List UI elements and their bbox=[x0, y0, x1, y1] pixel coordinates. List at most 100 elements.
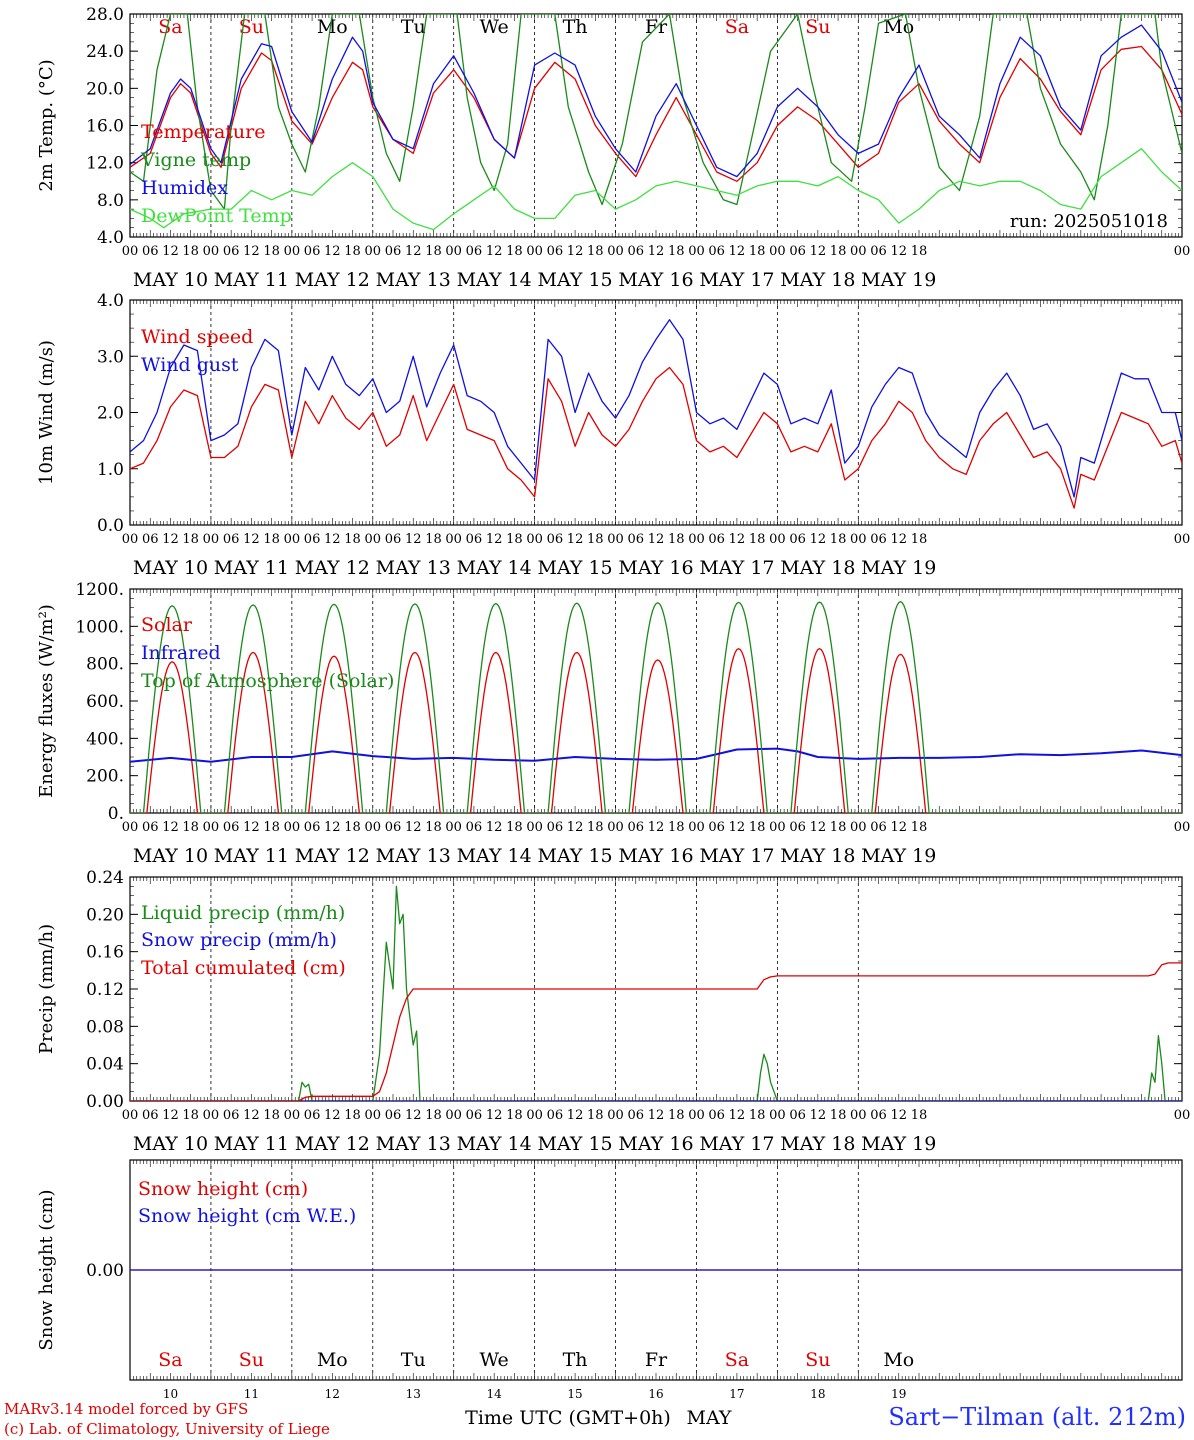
hour-tick-label: 12 bbox=[486, 532, 503, 547]
hour-tick-label: 00 bbox=[364, 820, 381, 835]
day-label: MAY 17 bbox=[699, 557, 774, 579]
panel-precip: 0.00 0.04 0.08 0.12 0.16 0.20 0.24 Precip (mm/h… bbox=[36, 868, 1190, 1155]
day-label: MAY 17 bbox=[699, 269, 774, 291]
hour-tick-label: 18 bbox=[668, 820, 685, 835]
y-axis-label: Precip (mm/h) bbox=[36, 924, 57, 1054]
legend-entry: Snow precip (mm/h) bbox=[141, 929, 337, 951]
hour-tick-label: 00 bbox=[122, 820, 139, 835]
hour-tick-label: 00 bbox=[445, 532, 462, 547]
hour-tick-label: 00 bbox=[284, 820, 301, 835]
series-group bbox=[130, 601, 1182, 813]
hour-tick-label: 00 bbox=[284, 532, 301, 547]
hour-tick-label: 00 bbox=[445, 1108, 462, 1123]
y-tick-label: 0.00 bbox=[86, 1261, 124, 1281]
y-tick-label: 0.08 bbox=[86, 1017, 124, 1037]
day-label: MAY 18 bbox=[780, 845, 855, 867]
hour-tick-label: 18 bbox=[587, 820, 604, 835]
day-number-label: 19 bbox=[891, 1387, 906, 1401]
legend-entry: Humidex bbox=[141, 177, 228, 199]
hour-tick-label: 18 bbox=[668, 244, 685, 259]
hour-tick-label: 12 bbox=[567, 244, 584, 259]
hour-tick-label: 06 bbox=[385, 532, 402, 547]
day-label: MAY 18 bbox=[780, 1133, 855, 1155]
hour-tick-label: 12 bbox=[890, 820, 907, 835]
weekday-label: Mo bbox=[317, 1349, 348, 1371]
hour-tick-label: 00 bbox=[607, 1108, 624, 1123]
y-tick-label: 8.0 bbox=[97, 191, 124, 211]
y-tick-label: 0.00 bbox=[86, 1092, 124, 1112]
hour-tick-label: 18 bbox=[263, 1108, 280, 1123]
panel-snow: 0.00 Snow height (cm) Sa Su Mo Tu We Th Fr Sa Su Mo… bbox=[36, 1159, 1183, 1381]
y-tick-label: 4.0 bbox=[97, 291, 124, 311]
station-name: Sart−Tilman (alt. 212m) bbox=[888, 1403, 1186, 1431]
legend-entry: Top of Atmosphere (Solar) bbox=[141, 670, 394, 692]
y-tick-label: 24.0 bbox=[86, 42, 124, 62]
hour-tick-label: 06 bbox=[223, 244, 240, 259]
hour-tick-label: 18 bbox=[263, 244, 280, 259]
hour-tick-label: 12 bbox=[243, 1108, 260, 1123]
hour-tick-label: 12 bbox=[405, 244, 422, 259]
weekday-label: Sa bbox=[725, 1349, 749, 1371]
legend-entry: Liquid precip (mm/h) bbox=[141, 902, 345, 924]
hour-tick-label: 00 bbox=[1174, 532, 1191, 547]
hour-tick-label: 12 bbox=[243, 244, 260, 259]
hour-tick-label: 06 bbox=[870, 244, 887, 259]
hour-tick-label: 00 bbox=[688, 1108, 705, 1123]
y-tick-label: 28.0 bbox=[86, 5, 124, 25]
day-label: MAY 11 bbox=[214, 269, 289, 291]
hour-tick-label: 06 bbox=[466, 820, 483, 835]
hour-tick-label: 12 bbox=[890, 532, 907, 547]
y-tick-label: 16.0 bbox=[86, 117, 124, 137]
hour-tick-label: 00 bbox=[769, 244, 786, 259]
hour-tick-label: 00 bbox=[445, 244, 462, 259]
legend-entry: Infrared bbox=[141, 642, 221, 664]
hour-tick-label: 12 bbox=[405, 820, 422, 835]
hour-tick-label: 18 bbox=[830, 244, 847, 259]
hour-tick-label: 06 bbox=[304, 244, 321, 259]
day-label: MAY 19 bbox=[861, 1133, 936, 1155]
plot-frame bbox=[129, 13, 1183, 238]
hour-tick-label: 18 bbox=[344, 820, 361, 835]
hour-tick-label: 00 bbox=[850, 1108, 867, 1123]
hour-tick-label: 12 bbox=[810, 1108, 827, 1123]
day-label: MAY 15 bbox=[537, 1133, 612, 1155]
day-label: MAY 12 bbox=[295, 1133, 370, 1155]
y-tick-label: 3.0 bbox=[97, 347, 124, 367]
hour-tick-label: 06 bbox=[304, 532, 321, 547]
day-number-label: 14 bbox=[487, 1387, 503, 1401]
hour-tick-label: 18 bbox=[749, 244, 766, 259]
hour-tick-label: 18 bbox=[182, 532, 199, 547]
hour-tick-label: 06 bbox=[627, 820, 644, 835]
hour-tick-label: 18 bbox=[506, 1108, 523, 1123]
hour-tick-label: 12 bbox=[729, 1108, 746, 1123]
day-label: MAY 16 bbox=[618, 269, 693, 291]
hour-tick-label: 12 bbox=[729, 820, 746, 835]
hour-tick-label: 18 bbox=[911, 244, 928, 259]
series-wind-gust bbox=[130, 319, 1182, 498]
hour-tick-label: 18 bbox=[668, 532, 685, 547]
day-label: MAY 18 bbox=[780, 269, 855, 291]
y-tick-label: 0.0 bbox=[97, 516, 124, 536]
day-number-label: 11 bbox=[244, 1387, 259, 1401]
day-label: MAY 14 bbox=[457, 557, 532, 579]
series-wind-speed bbox=[130, 366, 1182, 509]
hour-tick-label: 00 bbox=[607, 532, 624, 547]
day-label: MAY 16 bbox=[618, 557, 693, 579]
day-number-label: 12 bbox=[325, 1387, 340, 1401]
hour-tick-label: 00 bbox=[364, 1108, 381, 1123]
legend-entry: Temperature bbox=[141, 121, 265, 143]
hour-tick-label: 00 bbox=[688, 820, 705, 835]
day-label: MAY 11 bbox=[214, 557, 289, 579]
y-tick-label: 600. bbox=[86, 692, 124, 712]
hour-tick-label: 12 bbox=[486, 820, 503, 835]
hour-tick-label: 12 bbox=[162, 820, 179, 835]
weekday-label: Sa bbox=[158, 16, 182, 38]
weekday-label: Mo bbox=[317, 16, 348, 38]
weekday-label: Sa bbox=[725, 16, 749, 38]
day-label: MAY 11 bbox=[214, 845, 289, 867]
hour-tick-label: 12 bbox=[648, 1108, 665, 1123]
hour-tick-label: 06 bbox=[223, 1108, 240, 1123]
hour-tick-label: 12 bbox=[324, 532, 341, 547]
series-dewpoint-temp bbox=[130, 148, 1182, 231]
day-label: MAY 18 bbox=[780, 557, 855, 579]
